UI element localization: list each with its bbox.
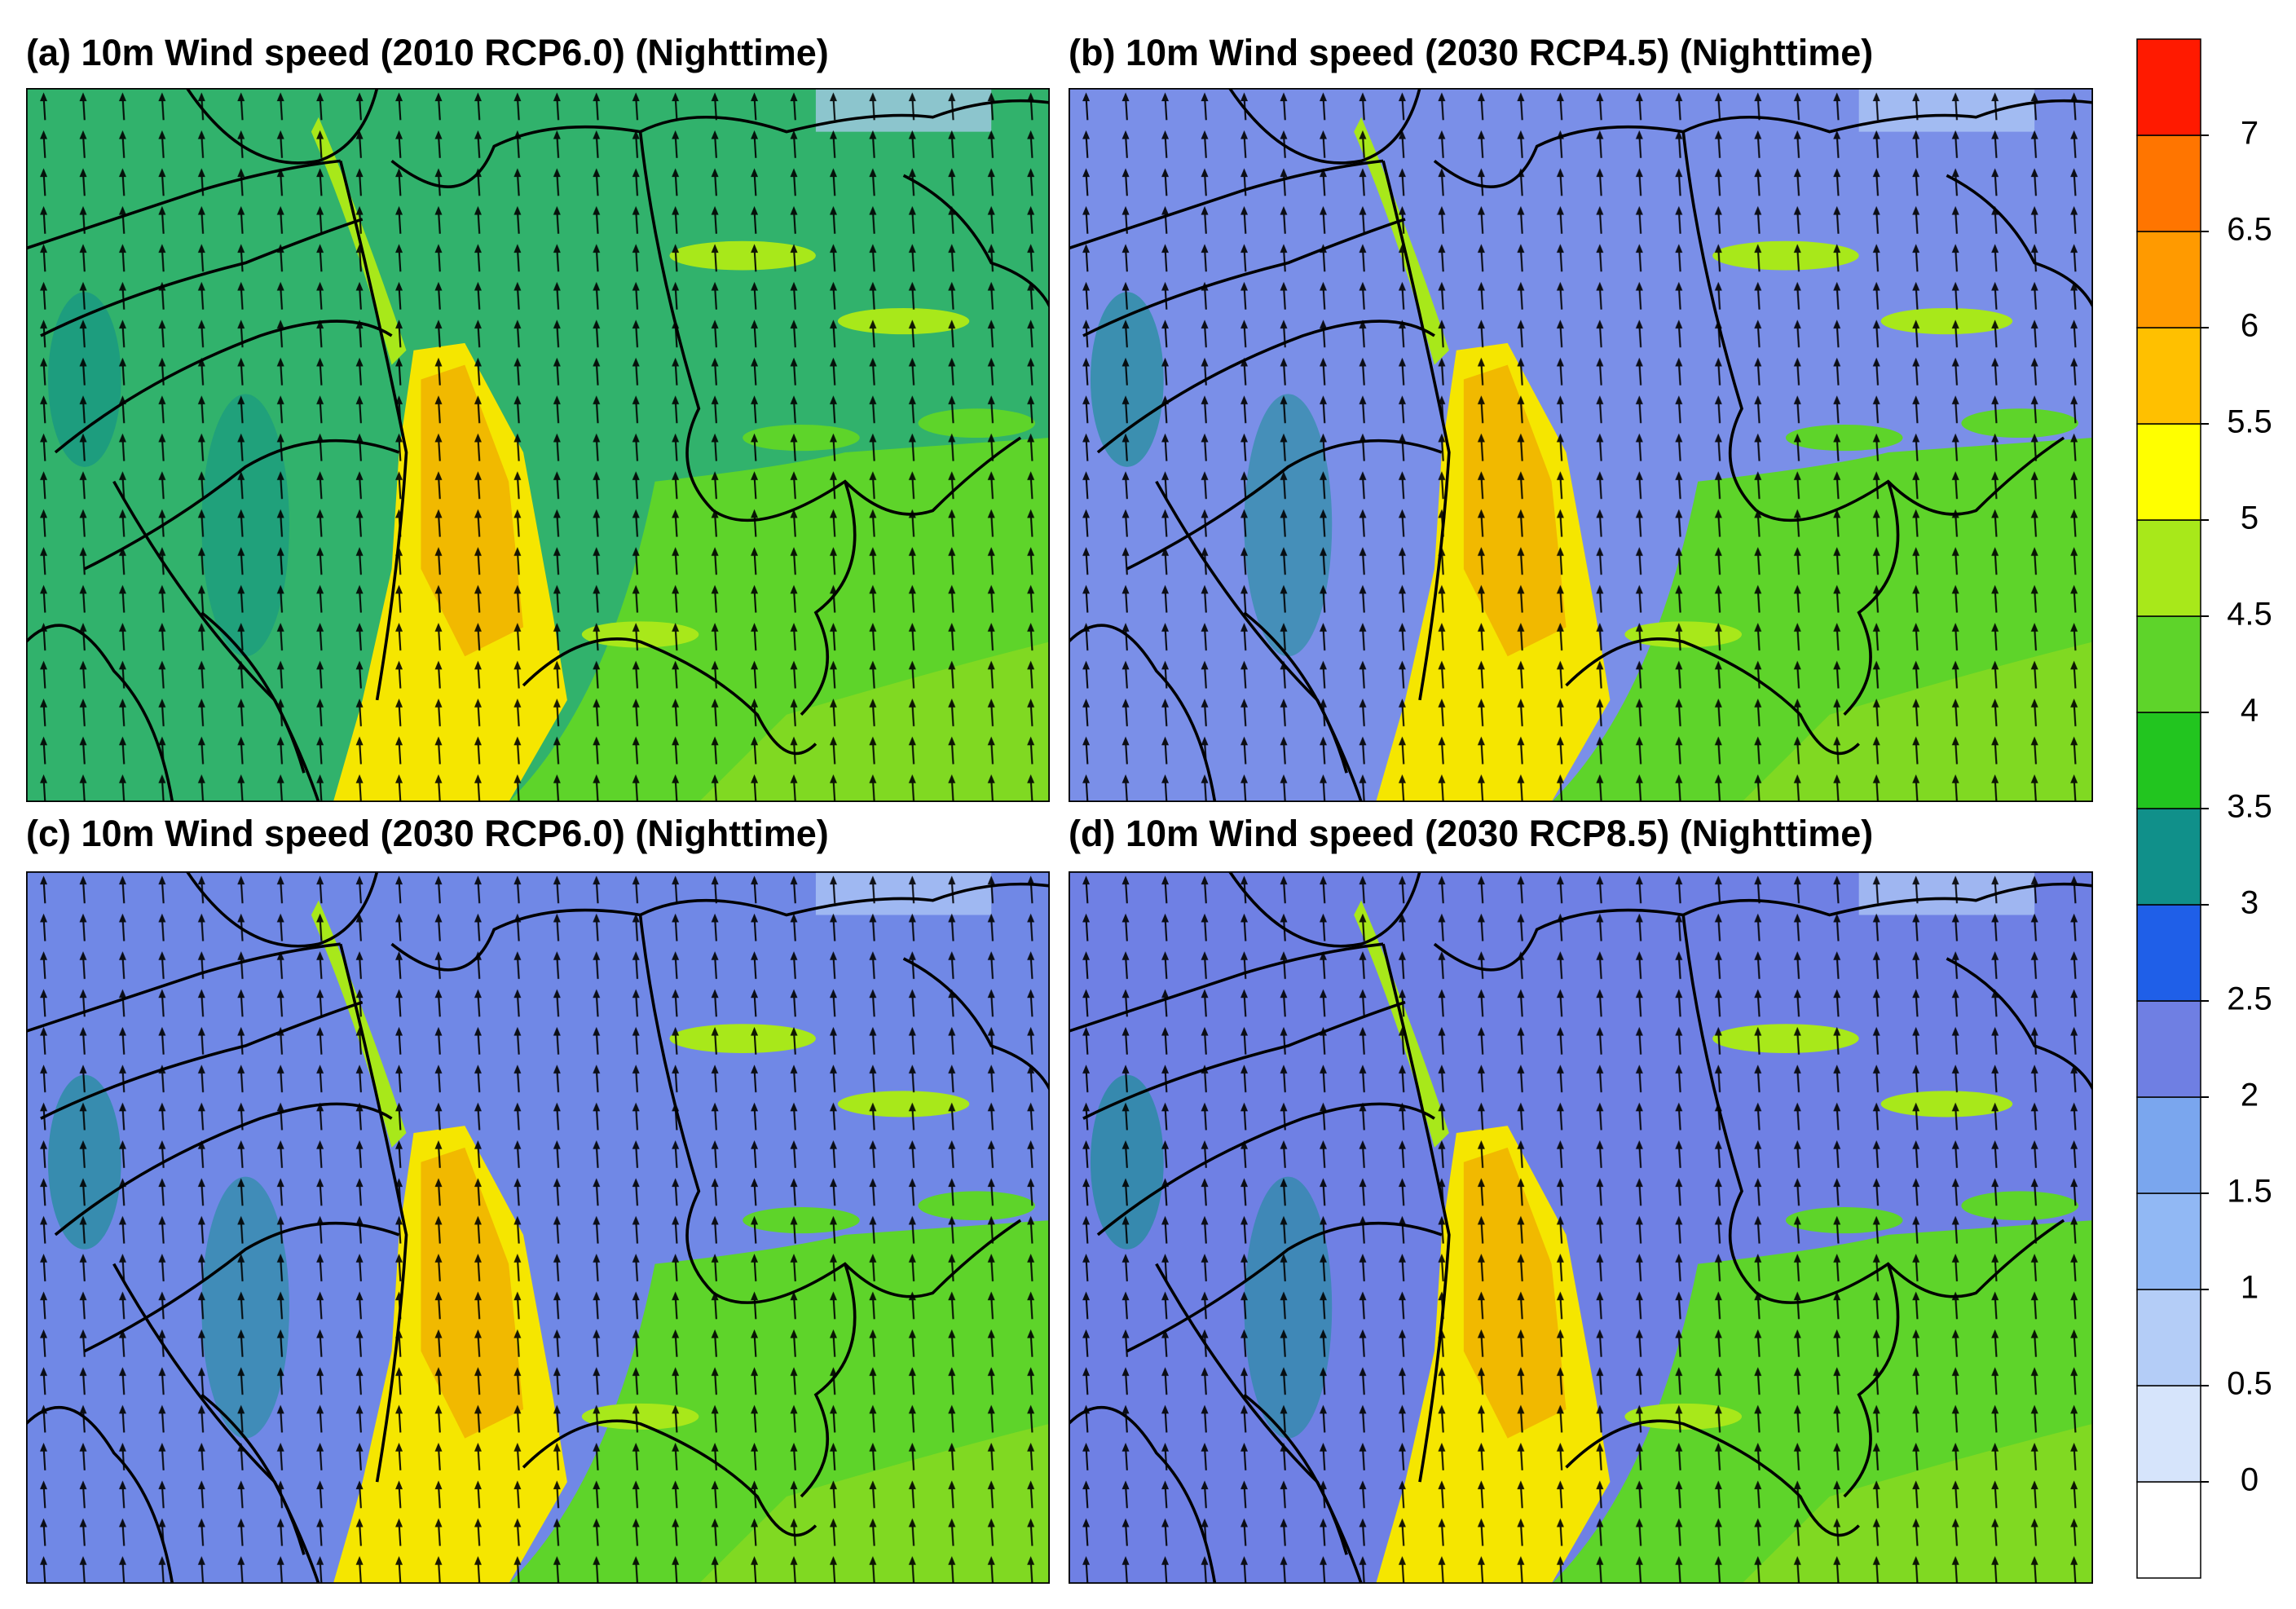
colorbar-box: [2136, 1192, 2201, 1290]
colorbar-box: [2136, 1385, 2201, 1483]
colorbar-label: 2.5: [2227, 981, 2272, 1017]
colorbar-box: [2136, 615, 2201, 713]
colorbar-box: [2136, 423, 2201, 521]
colorbar-label: 1: [2241, 1270, 2259, 1306]
panel-title: (a) 10m Wind speed (2010 RCP6.0) (Nightt…: [26, 32, 829, 73]
colorbar-box: [2136, 904, 2201, 1002]
colorbar-label: 6.5: [2227, 212, 2272, 248]
colorbar-box: [2136, 1096, 2201, 1194]
panel-title: (c) 10m Wind speed (2030 RCP6.0) (Nightt…: [26, 813, 829, 854]
colorbar-label: 0.5: [2227, 1366, 2272, 1402]
colorbar-label: 5.5: [2227, 404, 2272, 440]
colorbar-label: 6: [2241, 308, 2259, 344]
colorbar-label: 4.5: [2227, 597, 2272, 633]
colorbar-box: [2136, 1289, 2201, 1386]
colorbar-label: 2: [2241, 1078, 2259, 1113]
colorbar-label: 4: [2241, 693, 2259, 729]
colorbar-label: 1.5: [2227, 1174, 2272, 1210]
colorbar-box: [2136, 712, 2201, 809]
colorbar-box: [2136, 134, 2201, 232]
colorbar-box: [2136, 231, 2201, 328]
panel-title: (b) 10m Wind speed (2030 RCP4.5) (Nightt…: [1069, 32, 1873, 73]
colorbar: 0 0.5 1 1.5 2 2.5 3 3.5 4 4.5 5 5.5 6 6.5 7: [2136, 38, 2272, 1579]
map-panel: [26, 88, 1050, 802]
colorbar-box: [2136, 1000, 2201, 1098]
colorbar-box: [2136, 1481, 2201, 1579]
colorbar-label: 7: [2241, 116, 2259, 152]
panel-title: (d) 10m Wind speed (2030 RCP8.5) (Nightt…: [1069, 813, 1873, 854]
map-panel: [1069, 871, 2093, 1584]
colorbar-box: [2136, 327, 2201, 425]
colorbar-label: 3: [2241, 885, 2259, 921]
map-panel: [26, 871, 1050, 1584]
colorbar-box: [2136, 38, 2201, 136]
colorbar-label: 3.5: [2227, 789, 2272, 825]
colorbar-label: 0: [2241, 1462, 2259, 1498]
colorbar-box: [2136, 519, 2201, 617]
colorbar-label: 5: [2241, 500, 2259, 536]
map-panel: [1069, 88, 2093, 802]
colorbar-box: [2136, 808, 2201, 906]
